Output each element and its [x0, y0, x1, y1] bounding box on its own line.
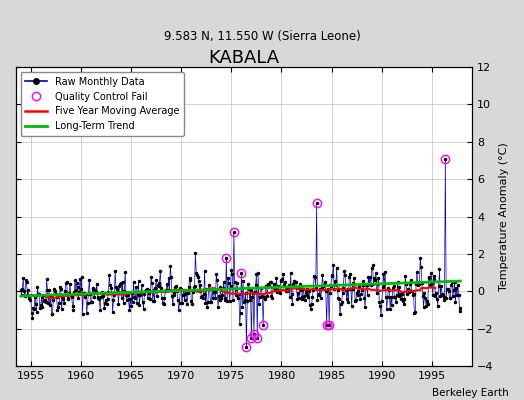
Text: Berkeley Earth: Berkeley Earth	[432, 388, 508, 398]
Text: 9.583 N, 11.550 W (Sierra Leone): 9.583 N, 11.550 W (Sierra Leone)	[163, 30, 361, 43]
Legend: Raw Monthly Data, Quality Control Fail, Five Year Moving Average, Long-Term Tren: Raw Monthly Data, Quality Control Fail, …	[20, 72, 184, 136]
Y-axis label: Temperature Anomaly (°C): Temperature Anomaly (°C)	[499, 142, 509, 291]
Title: KABALA: KABALA	[209, 49, 279, 67]
